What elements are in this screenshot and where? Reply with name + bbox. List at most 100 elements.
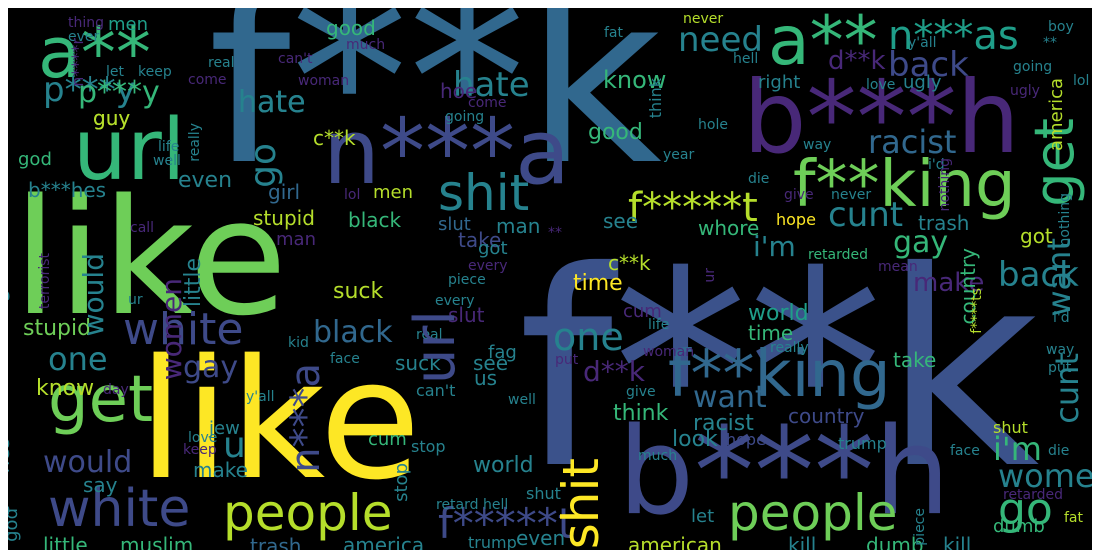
cloud-word-ever: ever (68, 29, 100, 45)
cloud-word-dumb: dumb (993, 516, 1045, 537)
cloud-word-n-r: n****r (68, 38, 87, 87)
cloud-word-mean: mean (878, 259, 918, 275)
cloud-word-trash: trash (918, 211, 970, 235)
cloud-word-black: black (313, 315, 393, 350)
cloud-word-take: take (893, 348, 937, 372)
cloud-word-ur: ur (128, 292, 143, 308)
cloud-word-thing: thing (68, 15, 105, 31)
cloud-word-muslim: muslim (120, 533, 194, 550)
cloud-word-think: think (646, 78, 665, 119)
cloud-word-b-hes: b***hes (8, 438, 14, 517)
cloud-word-make: make (913, 268, 985, 298)
cloud-word-time: time (573, 271, 623, 296)
cloud-word-black: black (348, 208, 402, 232)
cloud-word-girl: girl (268, 180, 301, 204)
cloud-word-fat: fat (604, 25, 623, 41)
cloud-word-real: real (416, 327, 443, 343)
cloud-word-guy: guy (93, 106, 131, 130)
cloud-word-racist: racist (693, 411, 754, 436)
cloud-word-call: call (130, 220, 155, 236)
cloud-word-one: one (553, 315, 624, 359)
cloud-word-y-all: y'all (908, 35, 937, 51)
cloud-word-come: come (188, 72, 227, 88)
cloud-word-back: back (998, 255, 1079, 295)
cloud-word-put: put (555, 352, 579, 368)
cloud-word-well: well (153, 153, 181, 169)
cloud-word-f-k: f**k (518, 213, 1040, 528)
cloud-word-see: see (473, 351, 509, 375)
cloud-word-face: face (950, 443, 980, 459)
cloud-word-p-y: p***y (43, 70, 136, 110)
cloud-word-life: life (648, 317, 670, 333)
cloud-word-hoe: hoe (440, 79, 478, 103)
cloud-word-real: real (208, 55, 235, 71)
cloud-word-give: give (626, 384, 656, 400)
cloud-word-p-y: p***y (78, 75, 160, 110)
cloud-word-c-k: c**k (313, 126, 356, 150)
cloud-word-white: white (48, 479, 191, 539)
cloud-word-guy: guy (93, 106, 131, 130)
cloud-word-never: never (683, 11, 724, 27)
cloud-word-way: way (803, 137, 832, 153)
cloud-word-put: put (1048, 360, 1072, 376)
cloud-word-hate: hate (453, 65, 530, 105)
cloud-word-let: let (691, 506, 715, 527)
cloud-word-little: little (181, 258, 206, 308)
cloud-word-never: never (831, 187, 872, 203)
cloud-word-piece: piece (448, 272, 486, 288)
cloud-word-y-all: y'all (246, 389, 275, 405)
cloud-word-every: every (468, 258, 508, 274)
cloud-word-going: going (445, 109, 485, 125)
cloud-word-die: die (1048, 443, 1070, 459)
cloud-word-time: time (748, 321, 794, 345)
cloud-word-cum: cum (368, 429, 407, 450)
cloud-word-really: really (187, 123, 203, 162)
cloud-word-f-king: f**king (668, 338, 891, 412)
cloud-word-know: know (36, 376, 95, 401)
cloud-word-good: good (588, 120, 643, 145)
cloud-word-keep: keep (138, 64, 172, 80)
cloud-word-good: good (326, 16, 376, 40)
cloud-word-terrorist: terrorist (37, 253, 53, 310)
cloud-word-retard-hell: retard hell (436, 497, 509, 513)
cloud-word-face: face (330, 351, 360, 367)
cloud-word-right: right (8, 266, 11, 318)
cloud-word-hope: hope (726, 430, 766, 449)
cloud-word-men: men (373, 182, 414, 203)
cloud-word-dumb: dumb (866, 533, 924, 550)
cloud-word-men: men (108, 14, 149, 35)
cloud-word-lol: lol (344, 187, 361, 203)
cloud-word-give: give (784, 187, 814, 203)
cloud-word-hole: hole (698, 117, 728, 133)
cloud-word-retarded: retarded (1003, 487, 1064, 503)
cloud-word-like: like (138, 324, 421, 516)
cloud-word-women: women (998, 457, 1092, 495)
cloud-word-suck: suck (395, 351, 441, 375)
cloud-word-whore: whore (698, 216, 760, 240)
cloud-word-a: a** (38, 12, 151, 94)
cloud-word-stupid: stupid (253, 206, 315, 230)
cloud-word-fat: fat (1064, 510, 1083, 526)
cloud-word-ur: ur (702, 268, 718, 283)
cloud-word-got: got (1020, 224, 1053, 248)
cloud-word-kill: kill (943, 533, 972, 550)
cloud-word-d-k: d**k (828, 46, 886, 76)
cloud-word-shit: shit (438, 164, 530, 222)
cloud-word-us: us (474, 366, 498, 390)
cloud-word-n-a: n***a (323, 100, 571, 205)
cloud-word-shut: shut (993, 418, 1028, 437)
cloud-word-come: come (468, 95, 507, 111)
cloud-word-much: much (346, 37, 386, 53)
cloud-word-want: want (1040, 238, 1078, 317)
word-cloud-canvas: f**k f**k like like b***h b***h n***a url a** a**… (8, 8, 1092, 550)
cloud-word-f-t: f*****t (628, 185, 758, 231)
cloud-word-retarded: retarded (808, 247, 869, 263)
cloud-word-love: love (188, 430, 218, 446)
cloud-word-hope: hope (776, 210, 816, 229)
cloud-word-hell: hell (733, 51, 759, 67)
cloud-word-keep: keep (183, 442, 217, 458)
cloud-word-cunt: cunt (1048, 353, 1086, 424)
cloud-word-die: die (748, 171, 770, 187)
cloud-word-cunt: cunt (828, 195, 904, 235)
